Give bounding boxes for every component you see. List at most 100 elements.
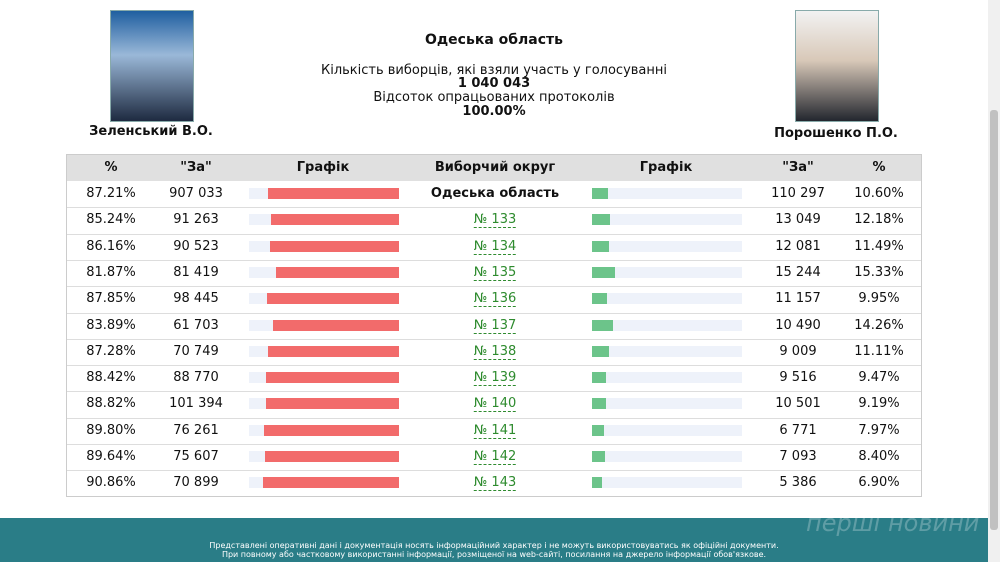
row-divider	[67, 470, 921, 472]
left-bar	[271, 214, 399, 226]
district-link[interactable]: № 138	[473, 343, 517, 360]
left-votes: 98 445	[173, 291, 219, 307]
left-pct: 87.28%	[86, 343, 136, 359]
left-pct: 85.24%	[86, 212, 136, 228]
district-link[interactable]: № 142	[473, 449, 517, 465]
left-votes: 88 770	[173, 370, 219, 386]
district-cell: № 133	[473, 207, 517, 233]
district-link[interactable]: № 137	[473, 317, 517, 334]
district-link[interactable]: № 143	[473, 475, 517, 492]
column-header: "За"	[180, 160, 212, 175]
left-bar	[265, 398, 399, 410]
column-header: Графік	[296, 160, 350, 175]
left-bar	[268, 188, 399, 199]
district-link[interactable]: № 134	[473, 238, 517, 255]
right-pct: 11.11%	[854, 343, 904, 359]
left-bar	[262, 477, 399, 489]
right-pct: 8.40%	[858, 449, 900, 464]
footer-text: Представлені оперативні дані і документа…	[209, 541, 779, 550]
left-votes: 75 607	[173, 449, 219, 464]
bar-track	[592, 240, 742, 252]
turnout-label: Кількість виборців, які взяли участь у г…	[320, 63, 668, 78]
left-pct: 89.80%	[86, 422, 136, 438]
district-link[interactable]: № 139	[473, 370, 517, 387]
row-divider	[67, 338, 921, 340]
left-pct: 90.86%	[86, 475, 136, 491]
bar-track	[592, 372, 742, 384]
protocols: 100.00%	[462, 104, 526, 119]
column-header: %	[872, 160, 886, 175]
bar-track	[592, 424, 742, 436]
right-bar	[592, 372, 607, 384]
left-pct: 81.87%	[86, 264, 136, 280]
footer: перші новини Представлені оперативні дан…	[0, 509, 988, 562]
left-pct: 88.42%	[86, 370, 136, 386]
bar-track	[592, 214, 742, 226]
right-votes: 7 093	[779, 449, 817, 464]
right-pct: 15.33%	[854, 264, 904, 280]
row-divider	[67, 233, 921, 235]
footer-text: При повному або частковому використанні …	[221, 550, 767, 559]
district-link[interactable]: № 141	[473, 422, 517, 439]
district-cell: № 136	[473, 286, 517, 312]
right-pct: 12.18%	[854, 212, 904, 228]
left-bar	[268, 345, 399, 357]
results-table: % "За" Графік Виборчий округ Графік "За"% 87.2…	[66, 154, 922, 497]
left-votes: 91 263	[173, 212, 219, 228]
left-bar	[264, 424, 399, 436]
left-bar	[276, 266, 399, 278]
right-bar	[592, 451, 605, 462]
left-pct: 89.64%	[86, 449, 136, 464]
row-divider	[67, 444, 921, 445]
district-cell: № 137	[473, 313, 517, 339]
left-votes: 70 749	[173, 343, 219, 359]
left-pct: 87.85%	[86, 291, 136, 307]
right-pct: 10.60%	[854, 186, 904, 201]
district-link[interactable]: № 136	[473, 291, 517, 308]
right-votes: 6 771	[779, 422, 817, 438]
right-pct: 9.47%	[858, 370, 900, 386]
left-bar	[267, 293, 399, 305]
row-divider	[67, 207, 921, 209]
district-link[interactable]: № 133	[473, 212, 517, 229]
left-pct: 83.89%	[86, 317, 136, 333]
right-votes: 12 081	[775, 238, 821, 254]
district-link[interactable]: № 140	[473, 396, 517, 413]
right-bar	[592, 345, 609, 357]
right-pct: 14.26%	[854, 317, 904, 333]
left-votes: 76 261	[173, 422, 219, 438]
turnout: 1 040 043	[457, 76, 531, 91]
right-pct: 7.97%	[858, 422, 900, 438]
right-votes: 15 244	[775, 264, 821, 280]
right-bar	[592, 319, 614, 331]
row-divider	[67, 417, 921, 419]
row-divider	[67, 312, 921, 314]
row-divider	[67, 391, 921, 393]
left-pct: 87.21%	[86, 186, 136, 201]
right-pct: 9.95%	[858, 291, 900, 307]
district-cell: № 139	[473, 365, 517, 391]
bar-track	[592, 451, 742, 462]
right-bar	[592, 477, 603, 489]
right-votes: 13 049	[775, 212, 821, 228]
district-cell: № 140	[473, 391, 517, 417]
bar-track	[592, 345, 742, 357]
left-votes: 81 419	[173, 264, 219, 280]
right-votes: 11 157	[775, 291, 821, 307]
left-pct: 88.82%	[86, 396, 136, 412]
left-bar	[266, 372, 399, 384]
district-link[interactable]: № 135	[473, 264, 517, 281]
right-votes: 10 501	[775, 396, 821, 412]
scrollbar[interactable]	[988, 0, 1000, 562]
column-header: Виборчий округ	[434, 160, 556, 175]
left-votes: 101 394	[169, 396, 223, 412]
left-votes: 70 899	[173, 475, 219, 491]
bar-track	[592, 398, 742, 410]
left-bar	[264, 451, 399, 462]
right-votes: 5 386	[779, 475, 817, 491]
right-bar	[592, 188, 608, 199]
candidate-photo	[795, 10, 879, 122]
left-pct: 86.16%	[86, 238, 136, 254]
right-bar	[592, 240, 610, 252]
